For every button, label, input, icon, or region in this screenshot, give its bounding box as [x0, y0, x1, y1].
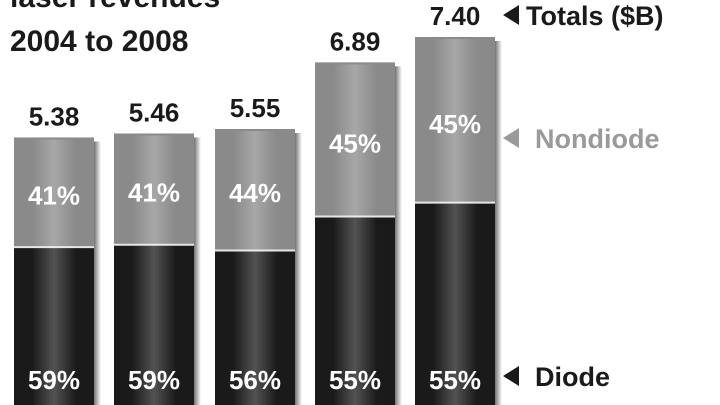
diode-arrow-icon: [503, 366, 519, 386]
bar-total-label: 7.40: [430, 1, 481, 31]
diode-percent-label: 56%: [229, 365, 281, 395]
nondiode-percent-label: 41%: [28, 180, 80, 210]
chart-title-line-1: laser revenues: [10, 0, 220, 14]
bar-shadow: [495, 41, 502, 405]
bar-total-label: 6.89: [330, 26, 381, 56]
bar-highlight: [233, 131, 277, 405]
bar-highlight: [433, 39, 477, 405]
bar-shadow: [194, 137, 201, 405]
bar-total-label: 5.55: [230, 93, 281, 123]
nondiode-percent-label: 45%: [429, 109, 481, 139]
bar-shadow: [395, 66, 402, 405]
bar-shadow: [94, 141, 101, 405]
bar-total-label: 5.38: [29, 101, 80, 131]
diode-percent-label: 59%: [28, 365, 80, 395]
totals-legend-label: Totals ($B): [526, 1, 664, 31]
bar-highlight: [132, 135, 176, 405]
diode-legend-label: Diode: [535, 362, 610, 392]
totals-arrow-icon: [503, 5, 519, 25]
nondiode-percent-label: 45%: [329, 129, 381, 159]
diode-percent-label: 55%: [429, 365, 481, 395]
nondiode-legend-label: Nondiode: [535, 124, 659, 154]
bar-highlight: [333, 64, 377, 405]
bar-total-label: 5.46: [129, 97, 180, 127]
bar-highlight: [32, 139, 76, 405]
nondiode-percent-label: 41%: [128, 177, 180, 207]
nondiode-percent-label: 44%: [229, 178, 281, 208]
bar-shadow: [295, 133, 302, 405]
diode-percent-label: 59%: [128, 365, 180, 395]
chart-title-line-2: 2004 to 2008: [10, 25, 189, 58]
diode-percent-label: 55%: [329, 365, 381, 395]
nondiode-arrow-icon: [503, 128, 519, 148]
